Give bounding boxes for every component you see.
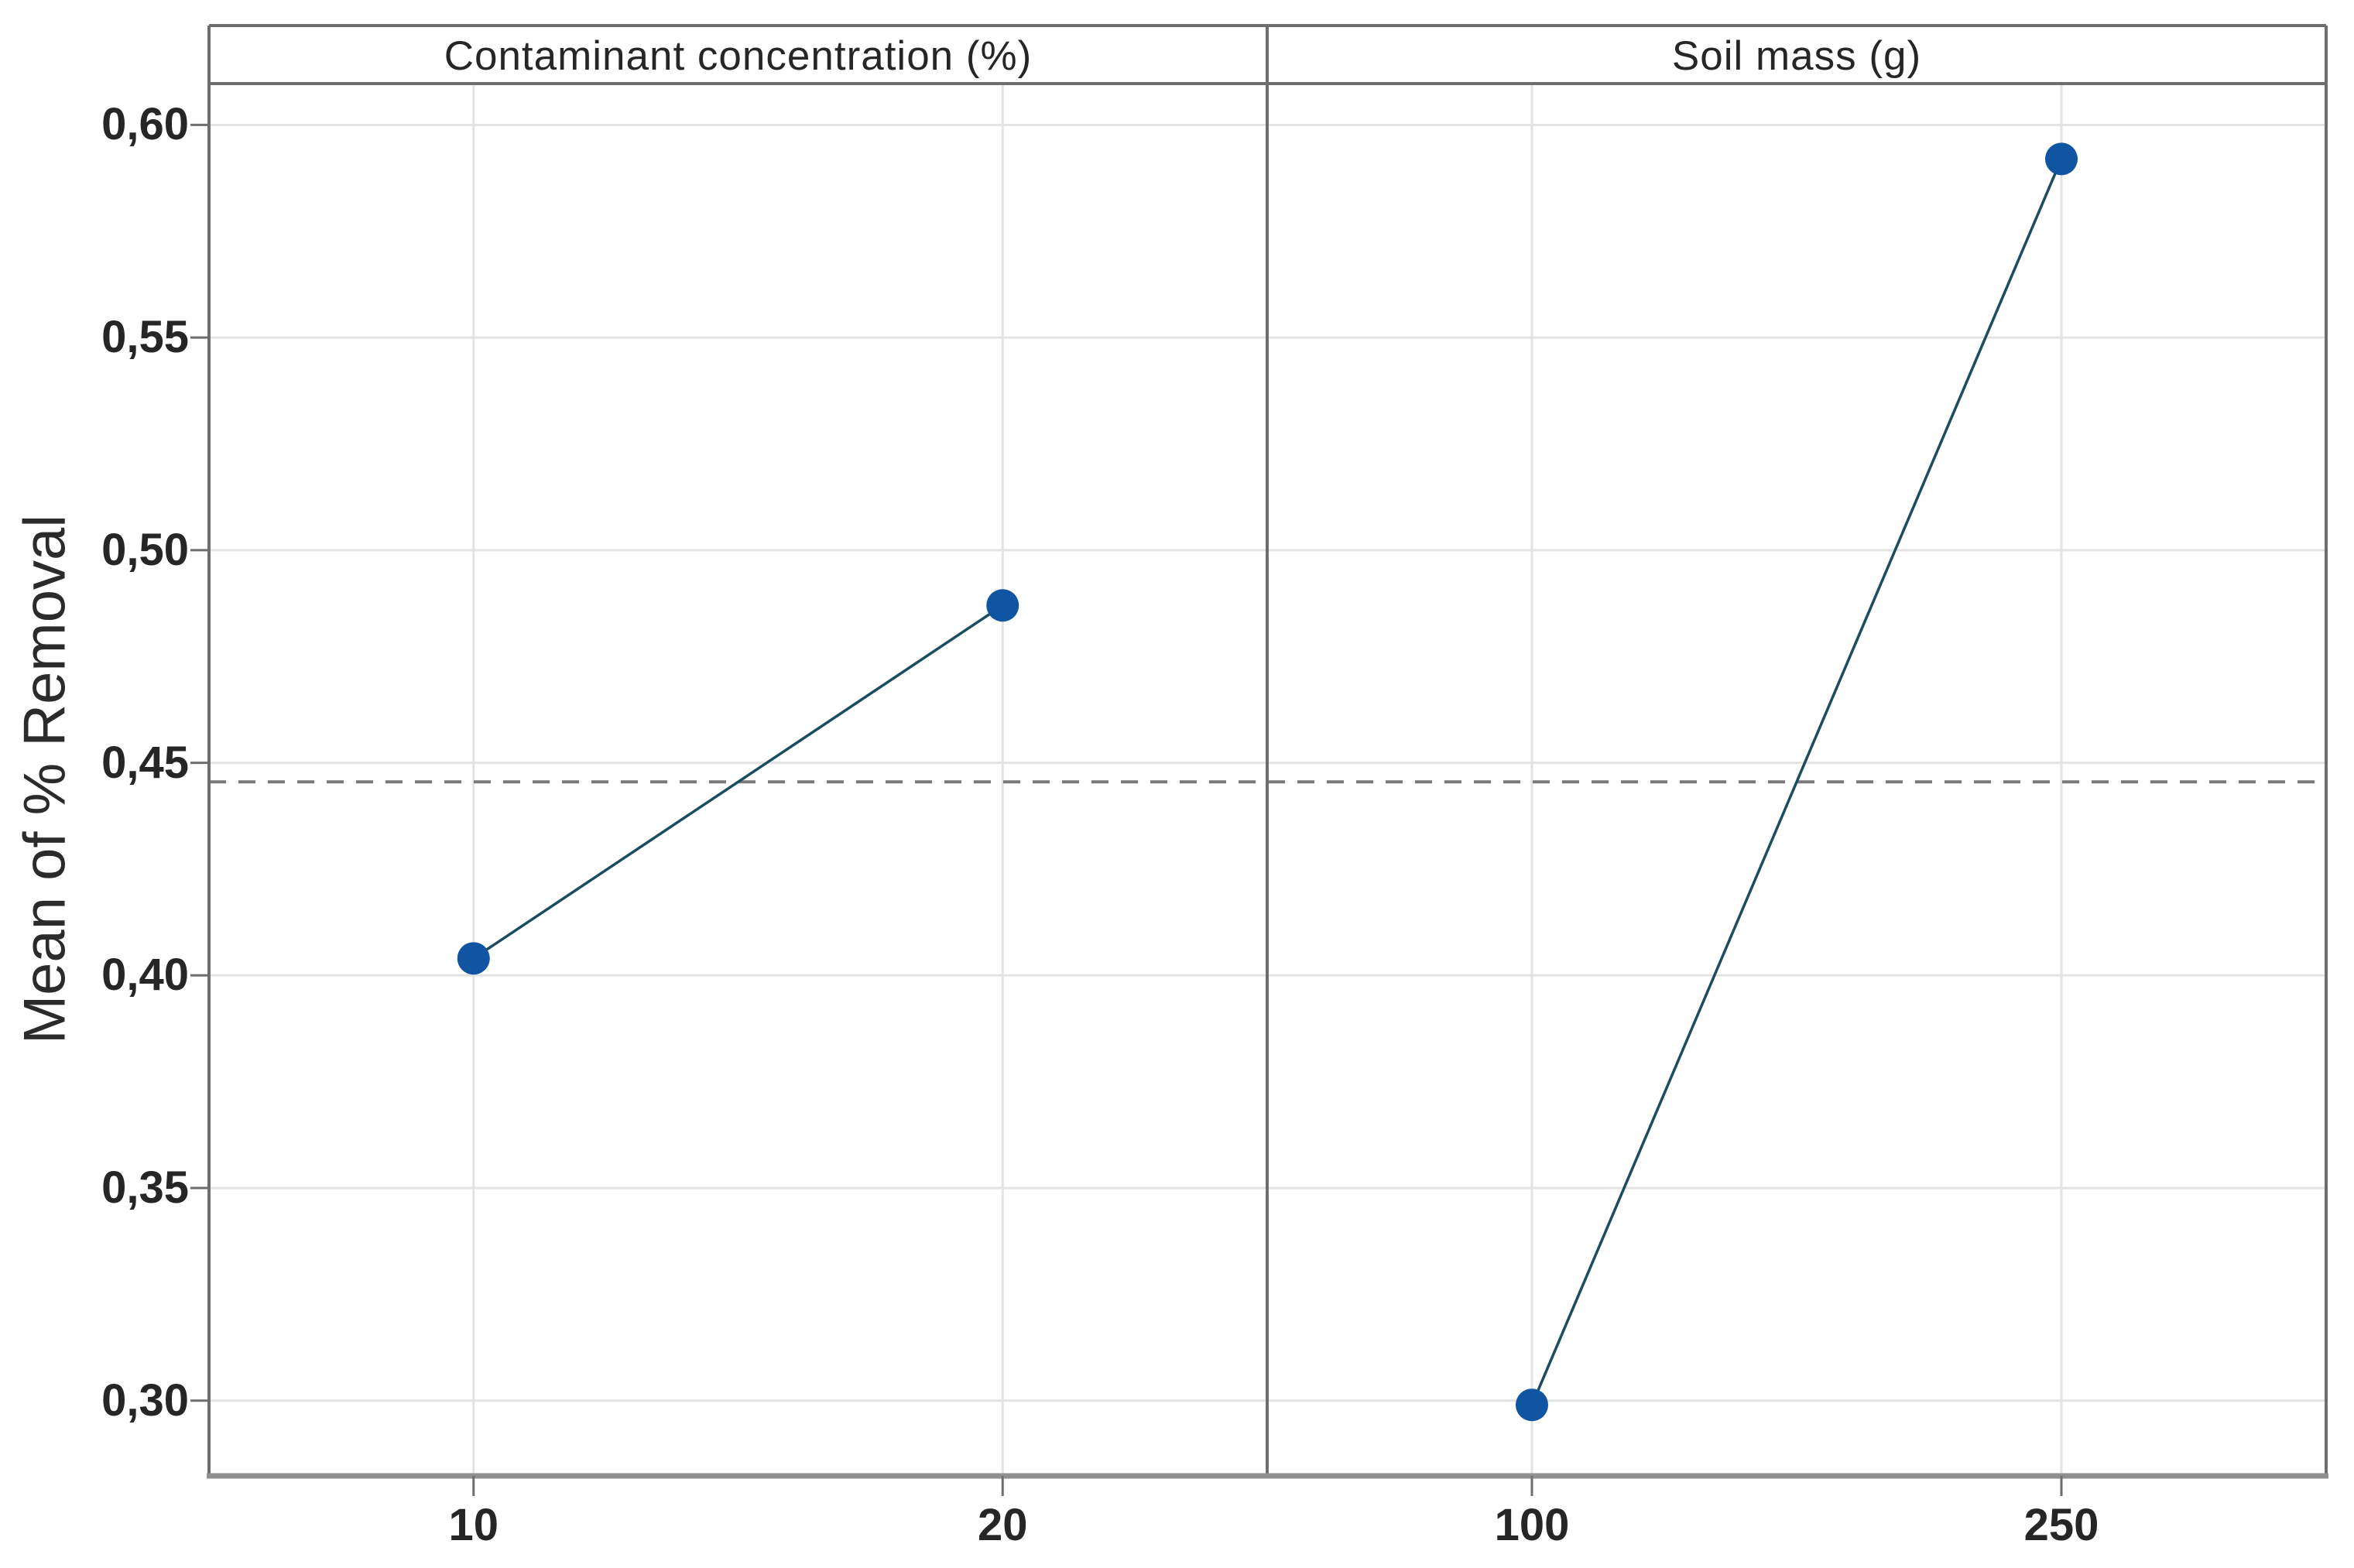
x-tick-label: 100 — [1494, 1500, 1570, 1550]
y-tick-label: 0,30 — [101, 1375, 189, 1426]
panel-title-contaminant-concentration: Contaminant concentration (%) — [444, 33, 1033, 79]
y-tick-label: 0,45 — [101, 737, 189, 788]
y-tick-label: 0,40 — [101, 950, 189, 1001]
y-tick-label: 0,50 — [101, 524, 189, 575]
data-point — [457, 942, 490, 975]
y-tick-label: 0,55 — [101, 312, 189, 363]
y-tick-label: 0,60 — [101, 99, 189, 150]
x-tick-label: 250 — [2023, 1500, 2099, 1550]
panel-title-soil-mass: Soil mass (g) — [1671, 33, 1922, 79]
series-line — [1530, 158, 2063, 1405]
data-point — [1516, 1388, 1548, 1422]
x-tick-label: 20 — [977, 1500, 1028, 1550]
data-point — [986, 589, 1019, 622]
y-tick-label: 0,35 — [101, 1162, 189, 1214]
x-tick-label: 10 — [448, 1500, 499, 1550]
data-point — [2045, 142, 2078, 176]
series-line — [472, 604, 1004, 960]
